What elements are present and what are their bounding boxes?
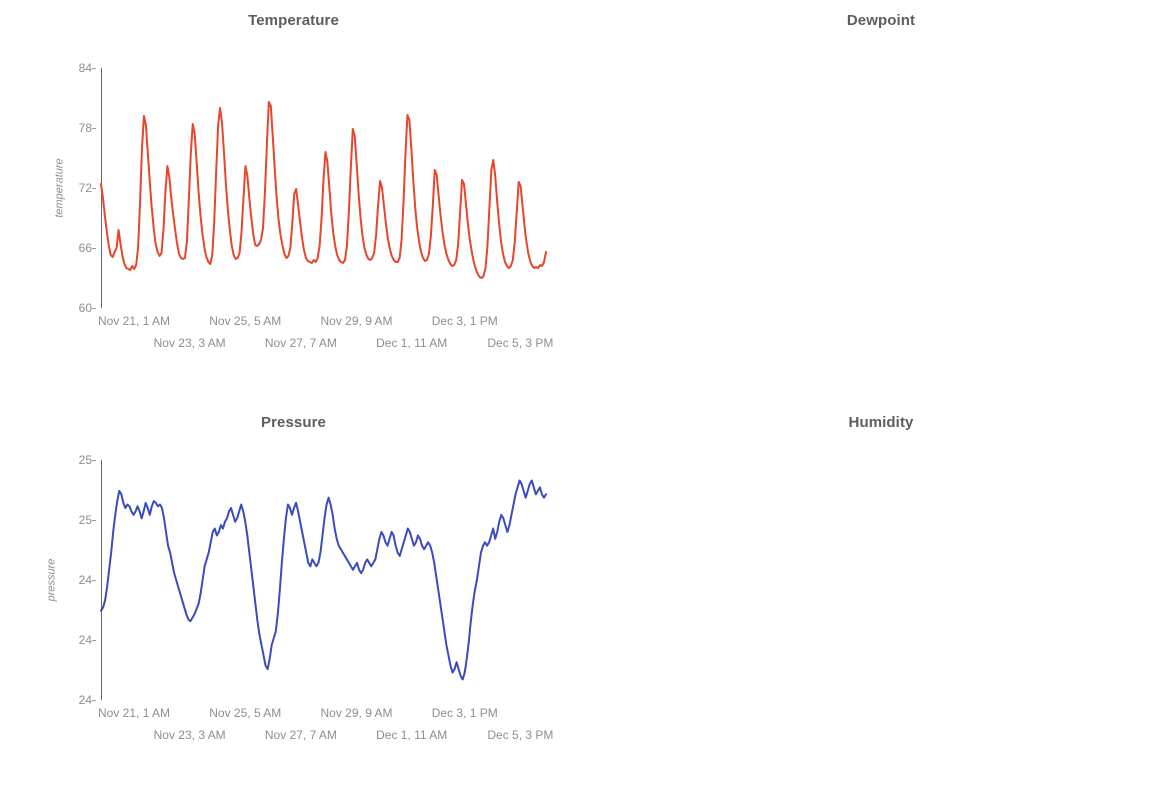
chart-panel-pressure: Pressure 25 25 24 24 24 pressure Nov 21, 1 A… [0, 393, 587, 785]
x-tick-label: Nov 27, 7 AM [264, 336, 337, 350]
x-tick-label: Nov 29, 9 AM [320, 706, 393, 720]
x-tick-label: Nov 27, 7 AM [264, 728, 337, 742]
y-tick-label: 66 [78, 241, 92, 255]
chart-title-dewpoint: Dewpoint [846, 12, 916, 29]
y-axis-title-holder-temperature: temperature [38, 68, 66, 308]
y-tick-mark [92, 700, 96, 701]
plot-area-temperature [101, 68, 546, 308]
y-tick-mark [92, 580, 96, 581]
y-tick-label: 84 [78, 61, 92, 75]
y-tick-label: 24 [78, 693, 92, 707]
y-axis-title-temperature: temperature [53, 158, 66, 218]
series-line-pressure [101, 460, 546, 700]
y-tick-mark [92, 248, 96, 249]
y-tick-mark [92, 188, 96, 189]
x-axis-ticks-pressure: Nov 21, 1 AM Nov 23, 3 AM Nov 25, 5 AM Nov … [0, 706, 587, 752]
y-tick-label: 24 [78, 633, 92, 647]
x-axis-ticks-temperature: Nov 21, 1 AM Nov 23, 3 AM Nov 25, 5 AM Nov … [0, 314, 587, 360]
y-tick-mark [92, 128, 96, 129]
series-path-pressure [101, 481, 546, 680]
x-tick-label: Dec 5, 3 PM [487, 336, 554, 350]
x-tick-label: Nov 21, 1 AM [98, 706, 171, 720]
x-tick-label: Nov 29, 9 AM [320, 314, 393, 328]
y-tick-label: 72 [78, 181, 92, 195]
y-tick-label: 24 [78, 573, 92, 587]
y-tick-mark [92, 68, 96, 69]
x-tick-label: Nov 23, 3 AM [153, 728, 226, 742]
series-line-temperature [101, 68, 546, 308]
y-axis-title-pressure: pressure [45, 558, 58, 602]
y-axis-title-holder-pressure: pressure [38, 460, 58, 700]
y-tick-label: 78 [78, 121, 92, 135]
x-tick-label: Dec 1, 11 AM [376, 336, 448, 350]
plot-area-pressure [101, 460, 546, 700]
y-tick-label: 60 [78, 301, 92, 315]
x-tick-label: Dec 5, 3 PM [487, 728, 554, 742]
x-tick-label: Dec 3, 1 PM [431, 314, 498, 328]
y-tick-mark [92, 308, 96, 309]
chart-title-temperature: Temperature [248, 12, 339, 29]
y-axis-ticks-pressure: 25 25 24 24 24 [40, 453, 96, 707]
y-tick-mark [92, 520, 96, 521]
y-axis-line-pressure [101, 460, 102, 700]
chart-title-humidity: Humidity [848, 414, 914, 431]
y-tick-label: 25 [78, 513, 92, 527]
chart-title-pressure: Pressure [260, 414, 326, 431]
x-tick-label: Nov 21, 1 AM [98, 314, 171, 328]
x-tick-label: Dec 3, 1 PM [431, 706, 498, 720]
x-tick-label: Nov 23, 3 AM [153, 336, 226, 350]
x-tick-label: Dec 1, 11 AM [376, 728, 448, 742]
x-tick-label: Nov 25, 5 AM [209, 706, 282, 720]
y-axis-ticks-temperature: 84 78 72 66 60 [40, 61, 96, 315]
chart-panel-humidity: Humidity 3530252015 humidity Nov 21, 1 A… [587, 393, 1175, 785]
x-tick-label: Nov 25, 5 AM [209, 314, 282, 328]
y-tick-label: 25 [78, 453, 92, 467]
chart-panel-dewpoint: Dewpoint 5448423630 dewpoint Nov 21, 1 A… [587, 0, 1175, 393]
chart-panel-temperature: Temperature 84 78 72 66 60 temperature Nov 2… [0, 0, 587, 393]
y-tick-mark [92, 640, 96, 641]
series-path-temperature [101, 102, 546, 278]
y-tick-mark [92, 460, 96, 461]
